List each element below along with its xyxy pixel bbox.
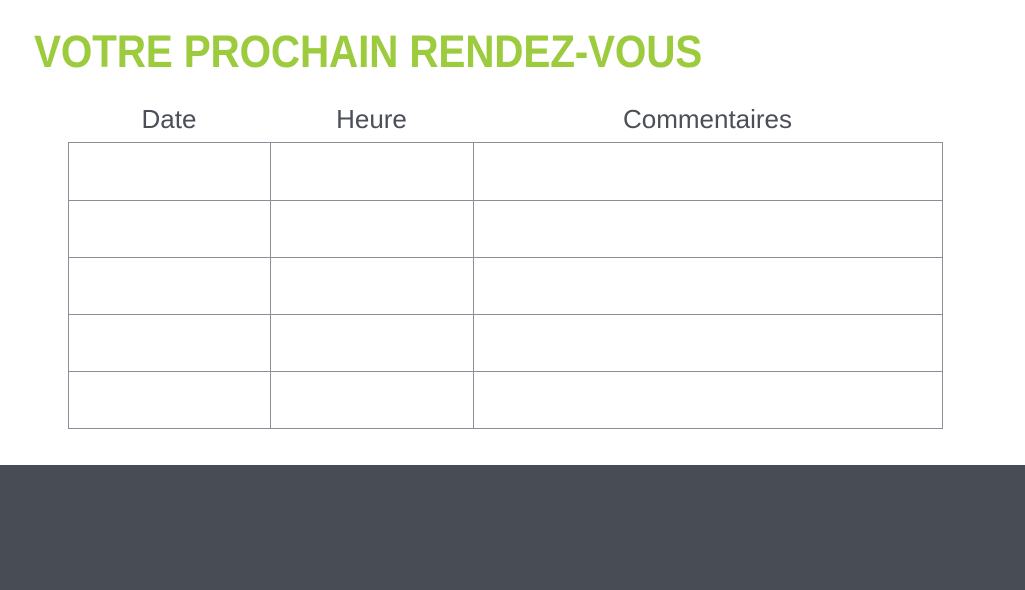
cell-date[interactable] xyxy=(68,257,271,315)
cell-commentaires[interactable] xyxy=(473,257,943,315)
cell-commentaires[interactable] xyxy=(473,142,943,201)
appointment-table-block: Date Heure Commentaires xyxy=(68,96,943,429)
cell-heure[interactable] xyxy=(270,257,474,315)
cell-date[interactable] xyxy=(68,371,271,429)
column-header-commentaires: Commentaires xyxy=(622,104,793,134)
cell-heure[interactable] xyxy=(270,371,474,429)
column-header-date: Date xyxy=(141,104,197,134)
cell-date[interactable] xyxy=(68,314,271,372)
table-row xyxy=(68,257,943,315)
appointment-table-body xyxy=(68,142,943,429)
page-title: Votre prochain rendez-vous xyxy=(34,26,703,77)
cell-commentaires[interactable] xyxy=(473,371,943,429)
table-row xyxy=(68,142,943,201)
cell-heure[interactable] xyxy=(270,200,474,258)
table-row xyxy=(68,371,943,429)
cell-commentaires[interactable] xyxy=(473,200,943,258)
table-row xyxy=(68,200,943,258)
table-column-headers: Date Heure Commentaires xyxy=(68,96,942,142)
cell-heure[interactable] xyxy=(270,314,474,372)
cell-heure[interactable] xyxy=(270,142,474,201)
cell-commentaires[interactable] xyxy=(473,314,943,372)
table-row xyxy=(68,314,943,372)
cell-date[interactable] xyxy=(68,200,271,258)
column-header-heure: Heure xyxy=(336,104,407,134)
cell-date[interactable] xyxy=(68,142,271,201)
footer-band xyxy=(0,465,1025,590)
appointment-table xyxy=(68,142,943,429)
